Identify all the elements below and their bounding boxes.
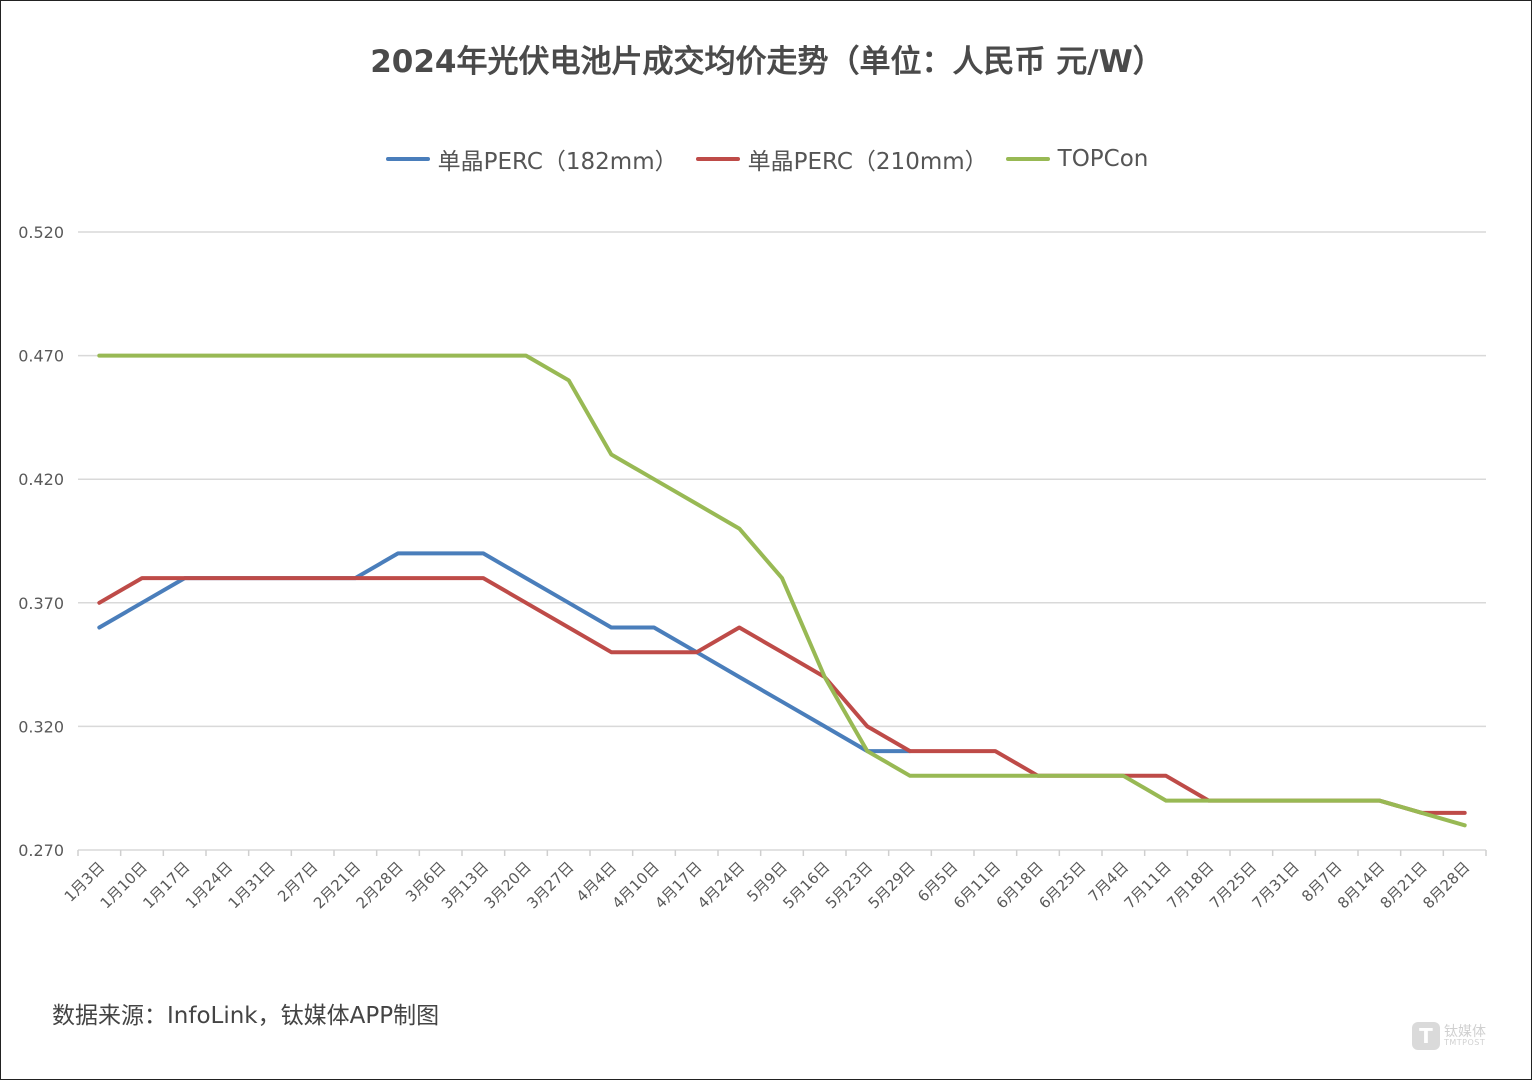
source-note: 数据来源：InfoLink，钛媒体APP制图 bbox=[52, 1003, 440, 1029]
series-line-2[interactable] bbox=[97, 353, 1467, 828]
legend-label: 单晶PERC（210mm） bbox=[747, 149, 988, 175]
legend-item-perc-210[interactable]: 单晶PERC（210mm） bbox=[695, 142, 988, 176]
tmtpost-watermark: T 钛媒体 TMTPOST bbox=[1412, 1022, 1486, 1050]
plot-area: 0.2700.3200.3700.4200.4700.5201月3日1月10日1… bbox=[18, 223, 1487, 912]
watermark-en: TMTPOST bbox=[1444, 1038, 1486, 1047]
series-line-0[interactable] bbox=[97, 551, 912, 754]
watermark-cn: 钛媒体 bbox=[1444, 1024, 1486, 1040]
legend-swatch-blue bbox=[385, 157, 430, 161]
x-tick-label: 6月25日 bbox=[1035, 858, 1089, 912]
chart-legend: 单晶PERC（182mm） 单晶PERC（210mm） TOPCon bbox=[0, 142, 1534, 176]
tmtpost-logo-icon: T bbox=[1412, 1022, 1440, 1050]
y-tick-label: 0.420 bbox=[18, 470, 64, 489]
x-tick-label: 2月28日 bbox=[353, 858, 407, 912]
x-tick-label: 3月27日 bbox=[523, 858, 577, 912]
x-tick-label: 5月29日 bbox=[865, 858, 919, 912]
x-tick-label: 7月31日 bbox=[1249, 858, 1303, 912]
legend-item-perc-182[interactable]: 单晶PERC（182mm） bbox=[385, 142, 678, 176]
chart-title: 2024年光伏电池片成交均价走势（单位：人民币 元/W） bbox=[370, 44, 1164, 80]
x-tick-label: 8月28日 bbox=[1419, 858, 1473, 912]
series-line-1[interactable] bbox=[97, 576, 1467, 815]
y-tick-label: 0.320 bbox=[18, 717, 64, 736]
legend-label: TOPCon bbox=[1057, 146, 1149, 172]
y-tick-label: 0.520 bbox=[18, 223, 64, 242]
legend-item-topcon[interactable]: TOPCon bbox=[1005, 142, 1149, 176]
y-tick-label: 0.270 bbox=[18, 841, 64, 860]
y-tick-label: 0.370 bbox=[18, 594, 64, 613]
legend-swatch-red bbox=[695, 157, 740, 161]
legend-swatch-green bbox=[1005, 157, 1050, 161]
x-tick-label: 4月24日 bbox=[694, 858, 748, 912]
x-tick-label: 1月31日 bbox=[225, 858, 279, 912]
legend-label: 单晶PERC（182mm） bbox=[437, 149, 678, 175]
y-tick-label: 0.470 bbox=[18, 347, 64, 366]
